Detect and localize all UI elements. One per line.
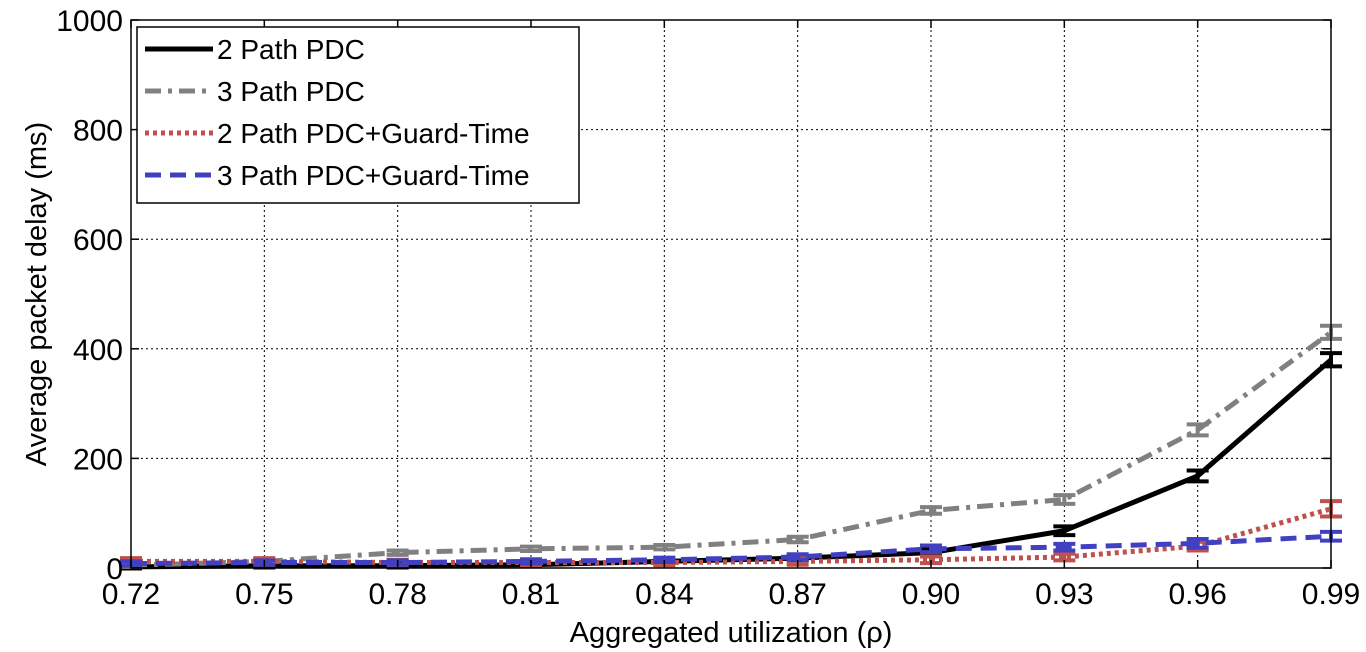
plot-frame: [130, 19, 1332, 569]
x-tick-label: 0.93: [1035, 578, 1093, 611]
axis-ticks: 0.72 0.75 0.78 0.81 0.84 0.87 0.90 0.93 0.96 0.99…: [56, 5, 1360, 611]
x-tick-label: 0.72: [102, 578, 160, 611]
series-4: [120, 529, 1342, 568]
x-tick-label: 0.78: [368, 578, 426, 611]
legend-label: 3 Path PDC: [217, 76, 365, 107]
legend-label: 2 Path PDC: [217, 34, 365, 65]
x-axis-label: Aggregated utilization (ρ): [570, 617, 893, 649]
legend-item: 3 Path PDC+Guard-Time: [145, 160, 530, 191]
series-line: [130, 533, 1332, 567]
x-tick-label: 0.87: [768, 578, 826, 611]
y-tick-label: 200: [73, 443, 123, 476]
y-tick-label: 0: [106, 553, 123, 586]
legend-item: 2 Path PDC: [145, 34, 365, 65]
legend-item: 3 Path PDC: [145, 76, 365, 107]
x-tick-label: 0.75: [235, 578, 293, 611]
y-tick-label: 600: [73, 224, 123, 257]
x-tick-label: 0.99: [1302, 578, 1360, 611]
y-tick-label: 800: [73, 115, 123, 148]
x-tick-label: 0.84: [635, 578, 693, 611]
y-tick-label: 1000: [56, 5, 123, 38]
x-tick-label: 0.90: [902, 578, 960, 611]
x-tick-label: 0.81: [502, 578, 560, 611]
legend: 2 Path PDC 3 Path PDC 2 Path PDC+Guard-Tim…: [136, 26, 580, 204]
y-axis-label: Average packet delay (ms): [21, 122, 53, 466]
x-tick-label: 0.96: [1168, 578, 1226, 611]
y-tick-label: 400: [73, 334, 123, 367]
legend-label: 3 Path PDC+Guard-Time: [217, 160, 530, 191]
legend-item: 2 Path PDC+Guard-Time: [145, 118, 530, 149]
series-line: [130, 330, 1333, 568]
series-layer: [120, 323, 1342, 571]
legend-label: 2 Path PDC+Guard-Time: [217, 118, 530, 149]
